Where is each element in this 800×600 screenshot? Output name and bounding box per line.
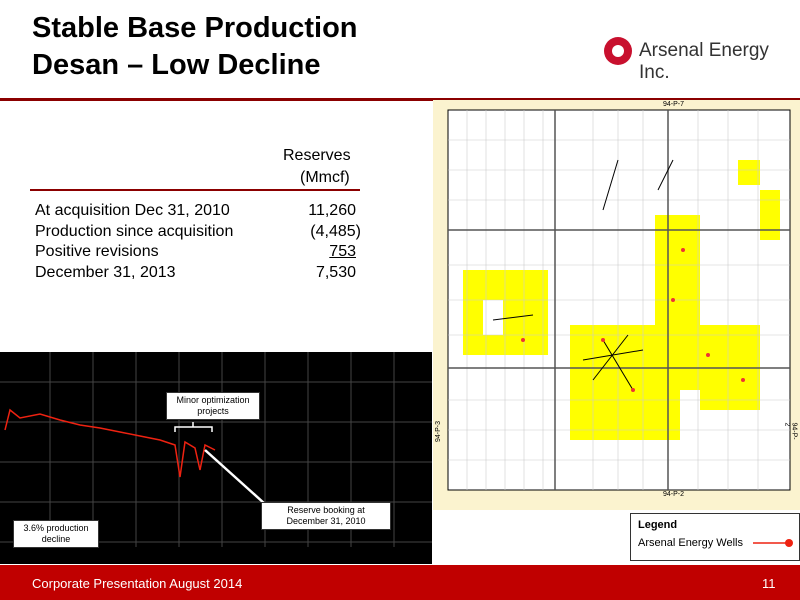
table-labels: At acquisition Dec 31, 2010 Production s… bbox=[35, 201, 233, 283]
legend-symbol bbox=[753, 539, 793, 547]
row-value: 7,530 bbox=[315, 263, 356, 281]
table-header: Reserves bbox=[283, 147, 351, 164]
footer-bar: Corporate Presentation August 2014 11 bbox=[0, 565, 800, 600]
chart-annotation: 3.6% production decline bbox=[13, 520, 99, 548]
row-value: (4,485) bbox=[310, 222, 361, 240]
table-rule bbox=[30, 189, 360, 191]
well-map bbox=[433, 100, 800, 510]
logo-text: Arsenal Energy Inc. bbox=[639, 40, 769, 83]
map-label: 94-P-3 bbox=[435, 420, 443, 443]
title-line: Stable Base Production bbox=[32, 12, 358, 44]
row-label: At acquisition Dec 31, 2010 bbox=[35, 202, 230, 219]
legend-entry: Arsenal Energy Wells bbox=[638, 537, 743, 549]
map-legend: Legend Arsenal Energy Wells bbox=[630, 513, 800, 561]
chart-annotation: Reserve booking at December 31, 2010 bbox=[261, 502, 391, 530]
title-line: Desan – Low Decline bbox=[32, 49, 321, 81]
row-value: 11,260 bbox=[308, 202, 356, 219]
page-number: 11 bbox=[762, 576, 776, 591]
footer-text: Corporate Presentation August 2014 bbox=[32, 576, 243, 591]
logo-icon bbox=[604, 37, 632, 65]
map-label: 94-P-2 bbox=[663, 491, 685, 498]
map-label: 94-P-7 bbox=[663, 101, 685, 108]
row-label: December 31, 2013 bbox=[35, 263, 176, 281]
row-label: Production since acquisition bbox=[35, 222, 234, 240]
table-values: 11,260 (4,485) 753 7,530 bbox=[280, 201, 361, 283]
chart-annotation: Minor optimization projects bbox=[166, 392, 260, 420]
row-label: Positive revisions bbox=[35, 243, 159, 260]
map-label: 94-P-2 bbox=[783, 422, 798, 440]
row-value: 753 bbox=[329, 243, 356, 260]
header-rule bbox=[0, 98, 800, 101]
legend-title: Legend bbox=[638, 519, 678, 531]
production-chart bbox=[0, 352, 432, 564]
table-header: (Mmcf) bbox=[300, 169, 350, 186]
